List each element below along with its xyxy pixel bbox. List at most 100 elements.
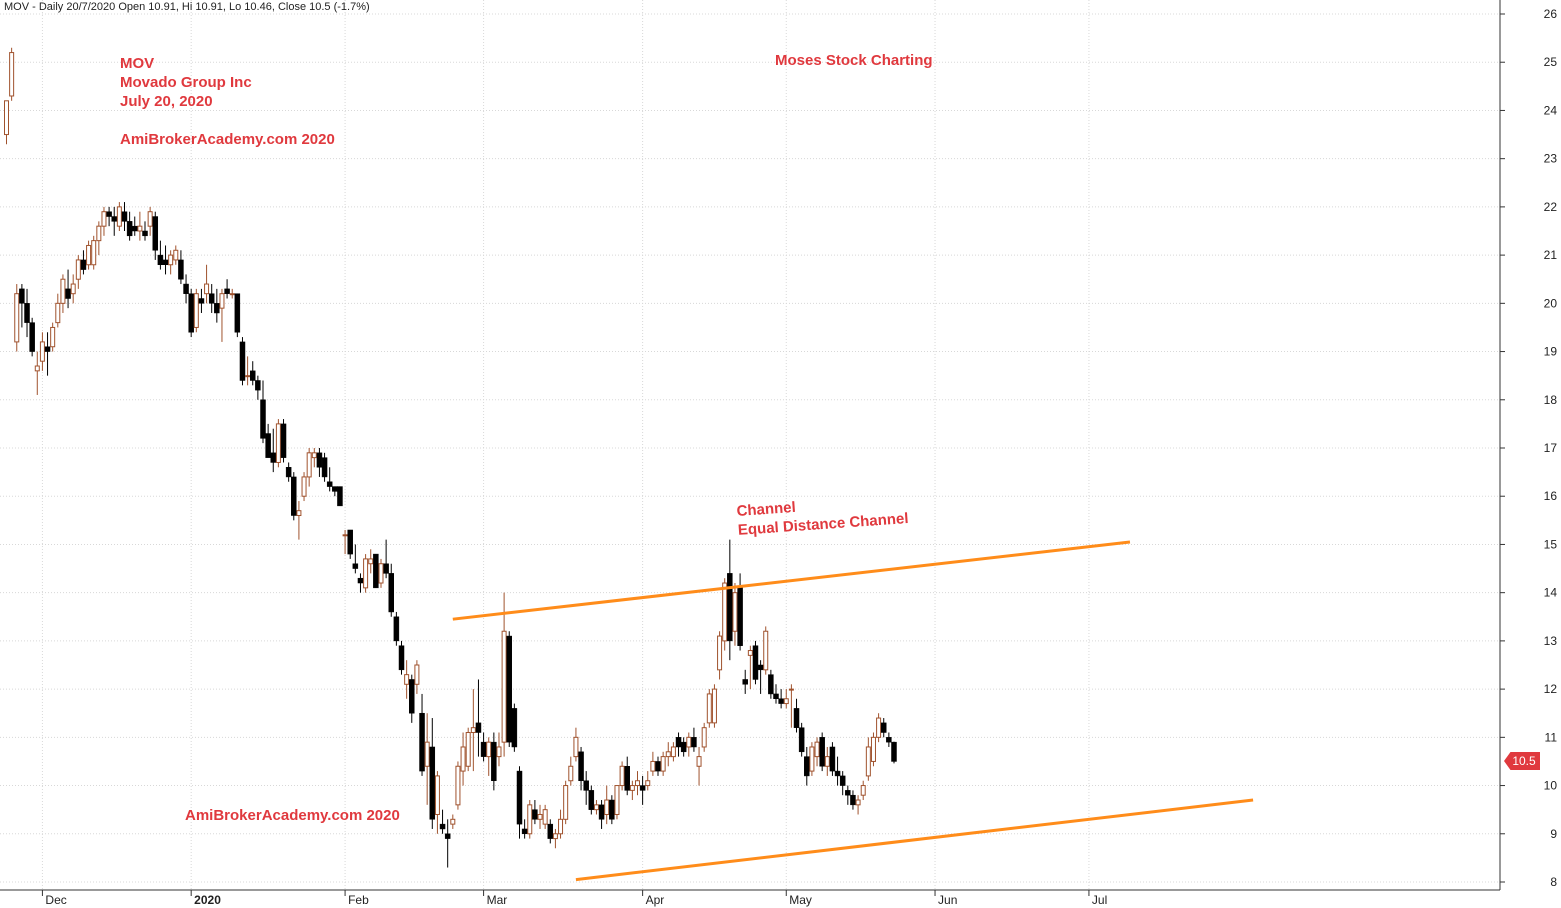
- candle: [275, 419, 281, 468]
- candle-body: [352, 563, 359, 569]
- x-tick-label: May: [789, 893, 812, 907]
- candle: [14, 284, 20, 352]
- candle: [132, 216, 138, 236]
- channel-lower-line: [575, 798, 1254, 882]
- candle: [106, 206, 112, 227]
- candle: [634, 771, 640, 796]
- candle-body: [568, 765, 574, 782]
- candle-body: [737, 587, 743, 646]
- candle: [245, 356, 251, 386]
- candle-body: [793, 708, 800, 728]
- candle-body: [511, 708, 518, 748]
- candle: [809, 742, 815, 776]
- candle-body: [373, 553, 379, 589]
- candle: [19, 284, 25, 328]
- candle: [178, 250, 184, 285]
- candle-body: [419, 712, 425, 772]
- candle: [316, 448, 323, 477]
- candle: [44, 332, 51, 376]
- company-label: Movado Group Inc: [120, 74, 252, 91]
- candle: [583, 771, 589, 805]
- candle-body: [891, 741, 897, 762]
- candle-body: [409, 679, 415, 714]
- candle-body: [804, 756, 810, 777]
- candle-body: [845, 790, 851, 796]
- candle: [260, 380, 266, 444]
- candle-body: [347, 529, 353, 555]
- y-tick-label: 15: [1544, 537, 1558, 551]
- candle-body: [450, 818, 456, 825]
- candle-body: [121, 211, 128, 222]
- ticker-annotation-block: MOV Movado Group Inc July 20, 2020: [120, 54, 252, 111]
- candle-body: [234, 293, 241, 333]
- candle: [793, 698, 800, 733]
- candle-body: [111, 216, 117, 222]
- ticker-label: MOV: [120, 55, 155, 72]
- candle-body: [598, 804, 605, 820]
- candle: [332, 486, 338, 497]
- candle-body: [860, 785, 866, 796]
- candle: [229, 288, 235, 299]
- candle: [891, 741, 897, 764]
- candle: [783, 689, 789, 709]
- candle: [470, 689, 476, 772]
- candle: [101, 206, 107, 236]
- candle-body: [183, 283, 189, 294]
- candle-body: [742, 679, 748, 685]
- candle: [860, 780, 866, 801]
- x-tick-label: Mar: [487, 893, 508, 907]
- candle: [486, 737, 492, 776]
- candle: [691, 727, 697, 752]
- site-label-bottom: AmiBrokerAcademy.com 2020: [185, 807, 400, 824]
- chart-header: MOV - Daily 20/7/2020 Open 10.91, Hi 10.…: [4, 1, 370, 13]
- candle: [834, 756, 841, 786]
- candle: [496, 732, 502, 767]
- candle-body: [778, 698, 784, 704]
- candle-body: [414, 664, 420, 685]
- candle: [152, 211, 159, 260]
- y-tick-label: 23: [1544, 152, 1558, 166]
- candle-body: [332, 486, 338, 492]
- y-tick-label: 25: [1544, 55, 1558, 69]
- candle: [137, 211, 143, 241]
- candle: [773, 684, 779, 704]
- candle-body: [368, 558, 374, 565]
- candle: [778, 689, 784, 709]
- candle: [563, 780, 569, 825]
- candle-body: [537, 813, 543, 820]
- candle-body: [142, 230, 148, 237]
- candle: [321, 452, 328, 482]
- candle-body: [404, 674, 410, 685]
- candle: [680, 737, 687, 757]
- candle-body: [137, 225, 143, 232]
- y-tick-label: 21: [1544, 248, 1558, 262]
- x-tick-label: 2020: [194, 893, 221, 907]
- candle: [291, 472, 297, 521]
- candle-body: [398, 645, 405, 671]
- candle: [29, 317, 35, 357]
- candle: [650, 751, 656, 776]
- candle: [475, 679, 482, 757]
- candle: [804, 746, 810, 786]
- candle-body: [727, 573, 733, 642]
- candle-body: [655, 761, 661, 772]
- candle-body: [768, 674, 774, 695]
- candle: [460, 732, 466, 786]
- candle: [675, 732, 682, 757]
- x-tick-label: Apr: [646, 893, 665, 907]
- candle: [409, 674, 415, 723]
- candle-body: [660, 756, 666, 772]
- candle: [768, 669, 774, 699]
- candle-body: [147, 211, 153, 227]
- candle-body: [547, 823, 554, 839]
- candle-body: [55, 302, 61, 324]
- candle-body: [132, 225, 138, 232]
- candle-body: [178, 259, 184, 280]
- candle-body: [865, 746, 871, 777]
- candle: [598, 800, 605, 829]
- candle: [732, 583, 738, 646]
- candle: [126, 211, 133, 241]
- candle: [368, 549, 374, 574]
- candle: [404, 660, 410, 699]
- candle: [142, 221, 148, 241]
